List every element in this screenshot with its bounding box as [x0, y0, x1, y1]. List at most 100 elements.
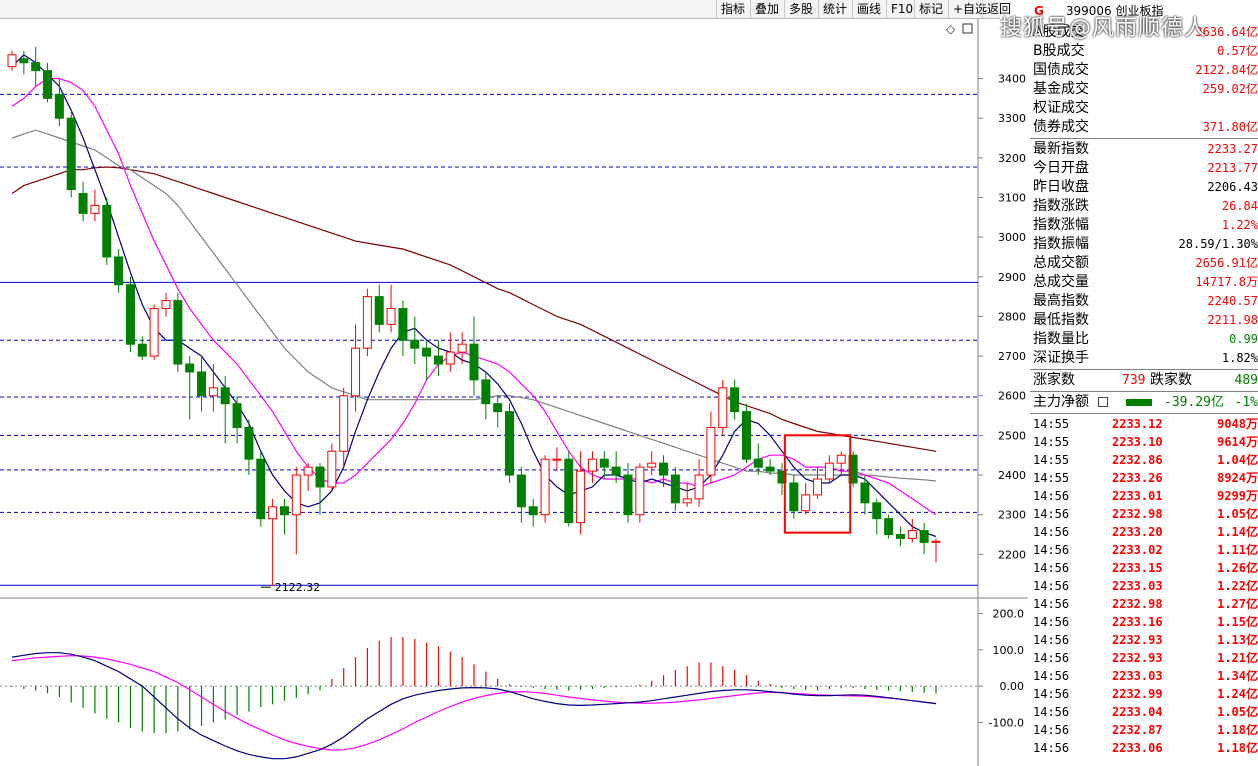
toolbar-button-8[interactable]: 返回 — [982, 0, 1016, 18]
tick-time: 14:56 — [1033, 489, 1070, 503]
candle-body — [102, 204, 112, 258]
info-value: 0.57亿 — [1217, 44, 1258, 58]
info-value: 0.99 — [1229, 332, 1258, 346]
candle-body — [919, 530, 929, 543]
candle-body — [836, 454, 846, 464]
tick-row: 14:56 2233.04 1.05亿 — [1030, 703, 1258, 721]
info-label: 最新指数 — [1033, 141, 1089, 157]
info-value: 26.84 — [1221, 199, 1258, 213]
toolbar-button-6[interactable]: 标记 — [914, 0, 948, 18]
price-tick-label: 2800 — [998, 310, 1026, 323]
candle-body — [66, 117, 76, 191]
tick-time: 14:56 — [1033, 669, 1070, 683]
tick-volume: 1.11亿 — [1217, 543, 1258, 557]
candle-body — [398, 308, 408, 341]
candle-body — [753, 458, 763, 468]
tick-row: 14:56 2233.01 9299万 — [1030, 487, 1258, 505]
toolbar-button-0[interactable]: 指标 — [716, 0, 750, 18]
tick-time: 14:56 — [1033, 687, 1070, 701]
tick-price: 2233.04 — [1112, 705, 1163, 719]
info-label: 基金成交 — [1033, 81, 1089, 97]
tick-price: 2232.86 — [1112, 453, 1163, 467]
toolbar-button-4[interactable]: 画线 — [852, 0, 886, 18]
toolbar-button-7[interactable]: +自选 — [948, 0, 987, 18]
candle-body — [315, 466, 325, 488]
tick-price: 2233.02 — [1112, 543, 1163, 557]
candle-body — [611, 466, 621, 476]
info-value: 259.02亿 — [1202, 82, 1258, 96]
tick-time: 14:56 — [1033, 597, 1070, 611]
candle-body — [339, 395, 349, 452]
candle-body — [540, 458, 550, 516]
panel-divider — [1030, 391, 1258, 392]
tick-row: 14:56 2233.20 1.14亿 — [1030, 523, 1258, 541]
chart-area[interactable]: ◇ 2200 2300 2400 2500 2600 2700 2800 2900 3000 310… — [0, 19, 1028, 766]
candle-body — [291, 474, 301, 516]
tick-price: 2232.93 — [1112, 651, 1163, 665]
info-row: A股成交 3636.64亿 — [1030, 23, 1258, 42]
min-marker-label: 2122.32 — [275, 581, 321, 594]
info-row: 昨日收盘 2206.43 — [1030, 178, 1258, 197]
candle-body — [78, 193, 88, 214]
candle-body — [824, 462, 834, 480]
candle-body — [682, 498, 692, 504]
macd-dif-line — [11, 652, 937, 760]
candle-body — [220, 387, 230, 405]
candle-body — [90, 204, 100, 214]
toolbar-button-5[interactable]: F10 — [886, 0, 914, 18]
candle-body — [433, 355, 443, 365]
main-flow-label: 主力净额 — [1033, 394, 1089, 410]
rise-count: 739 — [1122, 373, 1146, 388]
candle-body — [659, 462, 669, 476]
candle-body — [777, 470, 787, 484]
main-flow-pct: -1% — [1234, 395, 1258, 410]
candle-body — [552, 458, 562, 461]
candle-body — [351, 347, 361, 397]
tick-time: 14:56 — [1033, 705, 1070, 719]
candle-body — [801, 494, 811, 512]
info-label: A股成交 — [1033, 24, 1085, 40]
quote-panel: A股成交 3636.64亿 B股成交 0.57亿 国债成交 2122.84亿 基金成交 259… — [1030, 19, 1258, 766]
info-value: 2206.43 — [1207, 180, 1258, 194]
tick-row: 14:55 2233.12 9048万 — [1030, 415, 1258, 433]
tick-volume: 1.15亿 — [1217, 615, 1258, 629]
toolbar-button-2[interactable]: 多股 — [784, 0, 818, 18]
candle-body — [43, 70, 53, 99]
kline-chart[interactable]: ◇ 2200 2300 2400 2500 2600 2700 2800 2900 3000 310… — [0, 19, 1028, 766]
candle-body — [931, 540, 941, 543]
tick-row: 14:56 2233.03 1.34亿 — [1030, 667, 1258, 685]
panel-divider — [1030, 413, 1258, 414]
candle-body — [197, 371, 207, 397]
tick-price: 2233.10 — [1112, 435, 1163, 449]
macd-tick-label: 0.00 — [1000, 680, 1025, 693]
toolbar-button-1[interactable]: 叠加 — [750, 0, 784, 18]
candle-body — [362, 296, 372, 349]
candle-body — [635, 466, 645, 516]
candle-body — [31, 62, 41, 72]
price-tick-label: 2900 — [998, 271, 1026, 284]
info-value: 2211.98 — [1207, 313, 1258, 327]
tick-time: 14:56 — [1033, 741, 1070, 755]
tick-row: 14:56 2232.93 1.21亿 — [1030, 649, 1258, 667]
price-tick-label: 3000 — [998, 231, 1026, 244]
tick-time: 14:56 — [1033, 633, 1070, 647]
tick-time: 14:56 — [1033, 651, 1070, 665]
tick-time: 14:56 — [1033, 561, 1070, 575]
candle-body — [149, 308, 159, 357]
menu-icon[interactable] — [1098, 397, 1108, 407]
tick-time: 14:55 — [1033, 471, 1070, 485]
tick-volume: 1.24亿 — [1217, 687, 1258, 701]
candle-body — [268, 506, 278, 520]
candle-body — [564, 458, 574, 524]
candle-body — [493, 403, 503, 413]
tick-volume: 1.18亿 — [1217, 723, 1258, 737]
tick-price: 2232.87 — [1112, 723, 1163, 737]
price-tick-label: 2700 — [998, 350, 1026, 363]
group-mark: G — [1034, 4, 1044, 18]
candle-body — [528, 506, 538, 516]
info-label: 总成交额 — [1033, 255, 1089, 271]
toolbar-button-3[interactable]: 统计 — [818, 0, 852, 18]
info-value: 1.22% — [1221, 218, 1258, 232]
tick-time: 14:55 — [1033, 417, 1070, 431]
tick-volume: 1.21亿 — [1217, 651, 1258, 665]
